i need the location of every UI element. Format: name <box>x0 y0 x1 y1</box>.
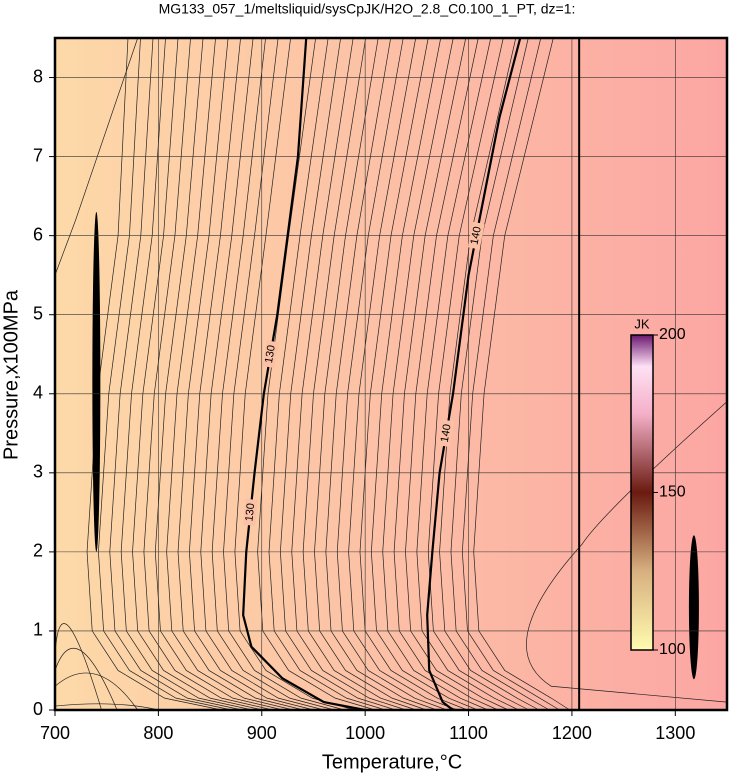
contour-label: 140 <box>469 225 484 245</box>
y-tick-label: 5 <box>33 303 43 323</box>
plot-frame <box>53 36 729 712</box>
thin-contour <box>200 37 325 711</box>
thin-contour <box>132 37 263 711</box>
label-bg <box>438 419 455 448</box>
x-tick-label: 700 <box>40 723 70 743</box>
thin-contour <box>98 37 233 711</box>
thin-contour <box>526 401 728 703</box>
thin-contour <box>211 37 335 711</box>
contour-label: 140 <box>439 423 454 443</box>
thin-contour <box>371 37 478 711</box>
contour-label: 130 <box>263 344 278 364</box>
thin-contour <box>427 37 530 711</box>
thin-contour <box>54 623 102 711</box>
x-tick-label: 1100 <box>449 723 488 743</box>
thin-contours <box>54 37 728 711</box>
thin-contour <box>86 37 222 711</box>
label-bg <box>467 221 485 250</box>
thin-contour <box>291 37 407 711</box>
blob <box>688 535 699 680</box>
thin-contour <box>143 37 274 711</box>
y-tick-label: 7 <box>33 145 43 165</box>
x-tick-label: 900 <box>247 723 277 743</box>
thin-contour <box>382 37 489 711</box>
thin-contour <box>54 672 138 711</box>
thin-contour <box>359 37 468 711</box>
blob <box>92 211 101 552</box>
label-bg <box>243 498 258 526</box>
y-axis-label: Pressure,x100MPa <box>0 289 22 460</box>
label-bg <box>262 340 279 369</box>
thin-contour <box>336 37 448 711</box>
contour-line <box>426 37 522 711</box>
thin-contour <box>234 37 356 711</box>
thin-contour <box>325 37 437 711</box>
y-tick-label: 8 <box>33 66 43 86</box>
y-tick-label: 2 <box>33 541 43 561</box>
thin-contour <box>166 37 294 711</box>
thin-contour <box>461 37 560 711</box>
x-tick-label: 1000 <box>345 723 385 743</box>
thin-contour <box>405 37 509 711</box>
y-tick-label: 0 <box>33 699 43 719</box>
x-tick-label: 1200 <box>552 723 592 743</box>
thin-contour <box>54 37 139 276</box>
contour-label: 130 <box>243 503 257 523</box>
colorbar-tick-label: 150 <box>659 484 686 501</box>
colorbar <box>630 334 654 651</box>
thin-contour <box>154 37 284 711</box>
thin-contour <box>268 37 386 711</box>
thin-contour <box>120 37 253 711</box>
thin-contour <box>223 37 345 711</box>
y-tick-label: 1 <box>33 620 43 640</box>
colorbar-tick-label: 100 <box>659 641 686 658</box>
thin-contour <box>54 703 159 711</box>
chart-title: MG133_057_1/meltsliquid/sysCpJK/H2O_2.8_… <box>159 1 576 17</box>
thin-contour <box>393 37 499 711</box>
x-tick-label: 1300 <box>655 723 695 743</box>
thin-contour <box>189 37 315 711</box>
thin-contour <box>473 37 571 711</box>
thin-contour <box>348 37 458 711</box>
thin-contour <box>314 37 427 711</box>
thin-contour <box>54 648 118 711</box>
x-axis-label: Temperature,°C <box>322 751 462 773</box>
y-tick-label: 3 <box>33 462 43 482</box>
y-tick-label: 4 <box>33 383 43 403</box>
thin-contour <box>280 37 396 711</box>
x-tick-label: 800 <box>143 723 173 743</box>
colorbar-label: JK <box>634 316 650 331</box>
thin-contour <box>302 37 417 711</box>
thin-contour <box>109 37 243 711</box>
thin-contour <box>450 37 550 711</box>
thin-contour <box>439 37 540 711</box>
thin-contour <box>177 37 304 711</box>
thin-contour <box>416 37 519 711</box>
colorbar-tick-label: 200 <box>659 326 686 343</box>
y-tick-label: 6 <box>33 224 43 244</box>
plot-background <box>55 38 727 710</box>
